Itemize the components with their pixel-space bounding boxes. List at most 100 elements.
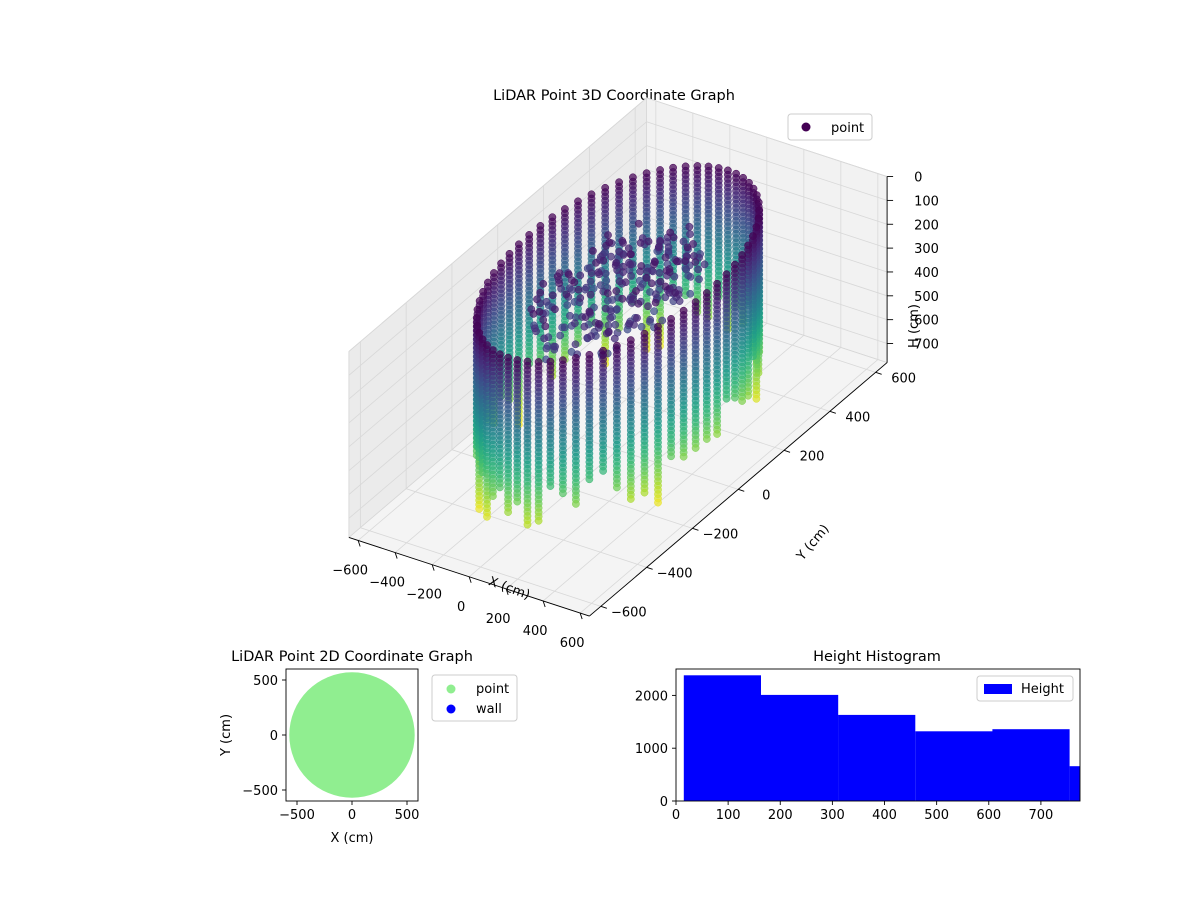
scatter-point-3d bbox=[589, 247, 597, 255]
histogram-bars bbox=[683, 675, 1080, 801]
x-tick-label-histogram: 500 bbox=[924, 808, 949, 823]
scatter-point-3d bbox=[652, 290, 660, 299]
scatter-point-3d bbox=[654, 243, 663, 252]
scatter-point-3d bbox=[626, 250, 635, 259]
scatter-point-3d bbox=[513, 497, 522, 506]
scatter-point-3d bbox=[634, 299, 643, 308]
y-tick-label-histogram: 1000 bbox=[635, 742, 668, 757]
z-axis-label-3d: H (cm) bbox=[907, 304, 922, 348]
scatter-point-3d bbox=[553, 272, 562, 281]
histogram-frame bbox=[675, 668, 1081, 802]
scatter-point-3d bbox=[682, 265, 691, 274]
y-tick-3d bbox=[875, 371, 882, 375]
x-tick-label-histogram: 0 bbox=[672, 808, 680, 823]
scatter-point-3d bbox=[619, 251, 628, 259]
scatter-point-3d bbox=[644, 237, 653, 246]
scatter-point-3d bbox=[613, 483, 621, 492]
y-tick-label-histogram: 2000 bbox=[635, 689, 668, 704]
histogram-axis-ticks: 0 100 200 300 400 500 600 700 0 1000 2000 bbox=[635, 689, 1053, 823]
scatter-point-3d bbox=[601, 269, 610, 278]
scatter-point-3d bbox=[610, 334, 619, 343]
scatter-point-3d bbox=[596, 281, 605, 290]
scatter-point-3d bbox=[642, 274, 651, 282]
scatter-point-3d bbox=[541, 322, 550, 331]
histogram-legend: Height bbox=[976, 675, 1074, 702]
scatter-point-3d bbox=[496, 483, 504, 492]
legend-label-wall-2d: wall bbox=[476, 702, 502, 717]
scatter-point-3d bbox=[546, 482, 555, 490]
scatter-point-3d bbox=[581, 313, 590, 321]
y-tick-3d bbox=[646, 566, 653, 570]
scatter-point-3d bbox=[681, 257, 689, 265]
x-tick-3d bbox=[579, 612, 583, 620]
z-tick-label-3d: 700 bbox=[914, 338, 939, 353]
x-tick-3d bbox=[431, 564, 435, 571]
scatter-point-3d bbox=[640, 488, 649, 497]
y-tick-label-3d: −600 bbox=[611, 605, 647, 620]
scatter-point-3d bbox=[637, 322, 646, 331]
scatter-point-3d bbox=[592, 258, 600, 267]
legend-frame-histogram bbox=[976, 675, 1074, 702]
histogram-title: Height Histogram bbox=[813, 649, 941, 665]
x-tick-label-3d: 600 bbox=[560, 636, 585, 651]
scatter-point-3d bbox=[683, 243, 692, 252]
scatter-point-3d bbox=[574, 285, 583, 294]
scatter-point-3d bbox=[604, 328, 613, 337]
scatter-point-3d bbox=[691, 444, 700, 452]
chart-2d-axis-ticks: −500−500 0 0 500 500 bbox=[242, 674, 419, 823]
scatter-point-3d bbox=[560, 323, 569, 332]
gridline-3d bbox=[348, 121, 647, 376]
scatter-point-3d bbox=[504, 508, 512, 516]
y-tick-3d bbox=[738, 488, 745, 492]
legend-marker-wall-2d bbox=[446, 704, 456, 714]
scatter-point-3d bbox=[731, 393, 739, 402]
scatter-point-3d bbox=[679, 237, 688, 246]
scatter-point-3d bbox=[658, 316, 667, 325]
scatter-point-3d bbox=[611, 320, 620, 329]
scatter-point-3d bbox=[686, 230, 694, 238]
scatter-point-3d bbox=[565, 284, 574, 292]
scatter-point-3d bbox=[675, 297, 684, 305]
scatter-point-3d bbox=[523, 520, 532, 529]
chart-2d-legend: point wall bbox=[431, 674, 518, 722]
scatter-point-3d bbox=[564, 270, 573, 279]
scatter-point-3d bbox=[612, 259, 620, 267]
chart-3d-points bbox=[472, 162, 764, 529]
y-tick-label-3d: −400 bbox=[657, 566, 693, 581]
y-axis-label-3d: Y (cm) bbox=[793, 522, 832, 565]
chart-2d-frame bbox=[285, 668, 419, 802]
y-tick-3d bbox=[692, 527, 699, 531]
scatter-point-3d bbox=[626, 495, 635, 503]
y-tick-3d bbox=[829, 410, 836, 414]
scatter-point-3d bbox=[556, 331, 565, 340]
scatter-point-3d bbox=[665, 268, 674, 276]
scatter-point-3d bbox=[599, 467, 607, 475]
scatter-point-3d bbox=[585, 475, 594, 484]
scatter-point-3d bbox=[626, 260, 635, 269]
scatter-point-3d bbox=[625, 319, 634, 328]
x-tick-label-2d: 500 bbox=[395, 808, 420, 823]
scatter-point-3d bbox=[539, 316, 548, 324]
chart-2d: LiDAR Point 2D Coordinate Graph −500−500… bbox=[219, 649, 518, 846]
legend-marker-point-2d bbox=[446, 684, 456, 694]
x-axis-label-2d: X (cm) bbox=[331, 831, 374, 846]
gridline-3d bbox=[579, 359, 879, 614]
chart-3d-axis-ticks: −600−600−400−400−200−2000020020040040060… bbox=[332, 171, 939, 652]
scatter-point-3d bbox=[633, 314, 641, 322]
gridline-3d bbox=[646, 97, 888, 177]
z-tick-label-3d: 400 bbox=[914, 266, 939, 281]
scatter-point-3d bbox=[540, 334, 548, 343]
x-tick-label-histogram: 100 bbox=[716, 808, 741, 823]
x-tick-label-3d: 400 bbox=[523, 624, 548, 639]
scatter-point-3d bbox=[601, 304, 610, 313]
scatter-point-3d bbox=[563, 301, 572, 309]
legend-swatch-height bbox=[984, 684, 1012, 694]
legend-label-height: Height bbox=[1021, 682, 1064, 697]
scatter-point-3d bbox=[686, 289, 695, 298]
scatter-point-3d bbox=[651, 258, 659, 266]
scatter-point-3d bbox=[656, 277, 665, 286]
x-tick-label-3d: −200 bbox=[406, 588, 442, 603]
y-tick-3d bbox=[783, 449, 791, 453]
y-tick-3d bbox=[600, 605, 607, 609]
